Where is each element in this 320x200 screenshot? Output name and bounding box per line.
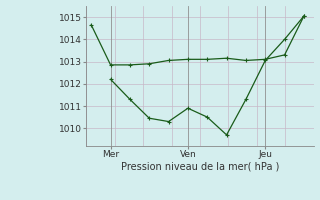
X-axis label: Pression niveau de la mer( hPa ): Pression niveau de la mer( hPa ) bbox=[121, 162, 279, 172]
